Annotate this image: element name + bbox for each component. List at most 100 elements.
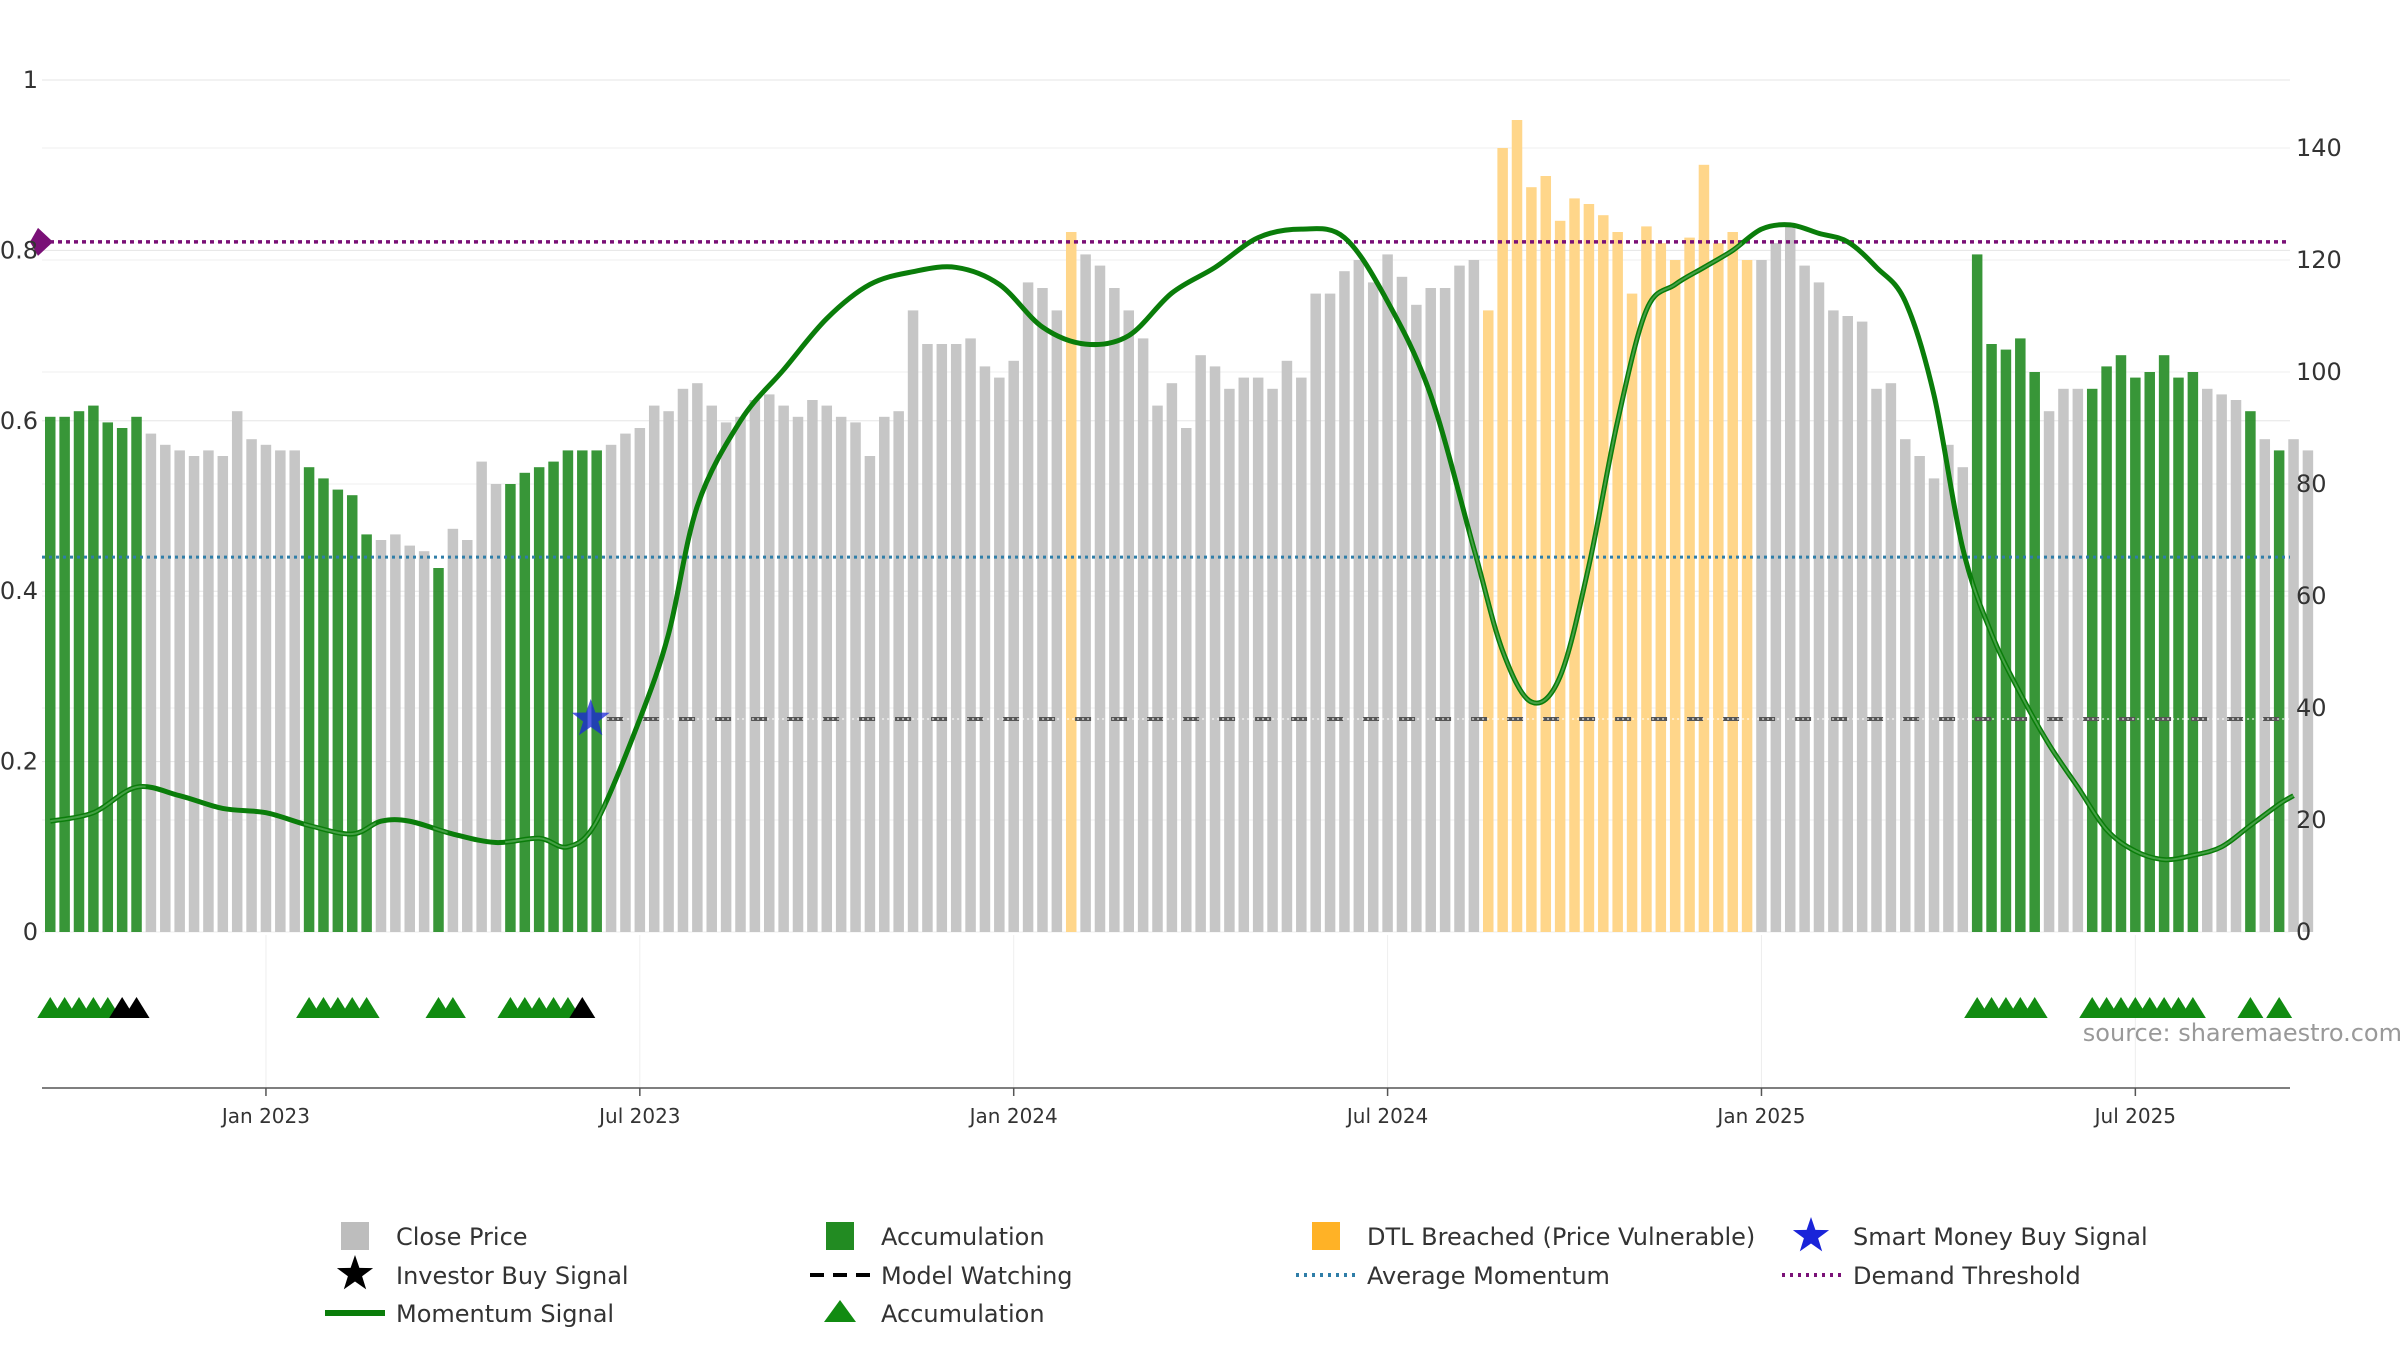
accumulation-bar <box>332 489 344 932</box>
legend-label: Demand Threshold <box>1853 1262 2081 1290</box>
close-price-bar <box>706 405 717 933</box>
legend-item-smart-money: Smart Money Buy Signal <box>1792 1217 2148 1252</box>
right-axis-tick-label: 0 <box>2296 918 2311 946</box>
close-price-bar <box>476 461 487 932</box>
close-price-bar <box>2288 439 2299 932</box>
close-price-bar <box>821 405 833 933</box>
dtl-breached-bar <box>1497 148 1508 932</box>
dtl-breached-bar <box>1655 243 1667 932</box>
axes: 0 0.2 0.4 0.6 0.8 1 0 20 40 60 80 100 120 140 Jan 2023… <box>0 66 2342 1128</box>
close-price-bar <box>260 444 272 932</box>
dtl-breached-bar <box>1483 310 1494 932</box>
accumulation-bar <box>318 478 329 932</box>
close-price-bar <box>1080 254 1091 932</box>
accumulation-bar <box>102 422 114 932</box>
close-price-bar <box>1928 478 1940 932</box>
close-price-bar <box>2072 388 2084 932</box>
accumulation-swatch <box>826 1222 854 1250</box>
dtl-breached-bar <box>1612 232 1623 932</box>
close-price-bar <box>1037 288 1048 932</box>
close-price-swatch <box>341 1222 369 1250</box>
close-price-bar <box>1051 310 1063 932</box>
dtl-breached-bar <box>1569 198 1580 932</box>
dtl-breached-bar <box>1741 260 1753 932</box>
close-price-bar <box>2216 394 2227 932</box>
legend-label: Model Watching <box>881 1262 1073 1290</box>
accumulation-bar <box>116 428 128 932</box>
dtl-breached-bar <box>1626 293 1638 933</box>
close-price-bar <box>289 450 300 932</box>
left-axis-tick-label: 0.6 <box>0 407 38 435</box>
close-price-bar <box>1957 467 1969 932</box>
accumulation-bar <box>562 450 574 932</box>
accumulation-triangle-icon <box>2237 997 2264 1018</box>
close-price-bar <box>1195 355 1206 932</box>
dtl-breached-bar <box>1540 176 1552 932</box>
x-axis-tick-label: Jul 2025 <box>2093 1104 2176 1128</box>
close-price-bar <box>1784 226 1796 932</box>
close-price-bar <box>390 534 401 932</box>
accumulation-bar <box>505 484 516 932</box>
right-axis-tick-label: 100 <box>2296 358 2342 386</box>
accumulation-bar <box>361 534 372 932</box>
close-price-bar <box>1842 316 1853 932</box>
close-price-bar <box>217 456 229 932</box>
close-price-bar <box>1439 288 1451 932</box>
accumulation-bar <box>519 472 531 932</box>
accumulation-bar <box>548 461 559 932</box>
close-price-bar <box>1425 288 1436 932</box>
green-triangle-icon <box>824 1300 856 1322</box>
accumulation-bar <box>533 467 545 932</box>
close-price-bar <box>965 338 976 932</box>
grid-layer <box>42 79 2290 1088</box>
accumulation-bar <box>2130 377 2141 933</box>
close-price-bar <box>404 545 415 932</box>
accumulation-bar <box>2144 372 2155 932</box>
close-price-bar <box>1770 243 1782 932</box>
signal-lines <box>30 227 2290 721</box>
legend-item-average-momentum: Average Momentum <box>1296 1262 1610 1290</box>
close-price-bar <box>1411 304 1422 932</box>
close-price-bar <box>749 400 761 932</box>
accumulation-bar <box>577 450 588 932</box>
close-price-bar <box>735 416 746 932</box>
smart-money-star-icon <box>571 699 610 736</box>
signal-markers <box>37 699 2293 1018</box>
legend-item-accumulation: Accumulation <box>826 1222 1045 1251</box>
dtl-breached-bar <box>1598 215 1609 932</box>
legend-label: Investor Buy Signal <box>396 1262 629 1290</box>
close-price-bar <box>174 450 185 932</box>
accumulation-triangle-icon <box>353 997 380 1018</box>
legend-label: Accumulation <box>881 1300 1045 1328</box>
price-bars <box>45 120 2314 933</box>
close-price-bar <box>231 411 243 932</box>
demand-threshold-diamond-icon <box>30 227 53 256</box>
close-price-bar <box>1008 360 1019 932</box>
dtl-breached-bar <box>1554 220 1566 933</box>
left-axis-tick-label: 1 <box>23 66 38 94</box>
close-price-bar <box>807 400 818 932</box>
accumulation-bar <box>2101 366 2112 932</box>
close-price-bar <box>1871 388 1882 932</box>
left-axis-tick-label: 0.4 <box>0 577 38 605</box>
close-price-bar <box>1137 338 1149 932</box>
close-price-bar <box>1252 377 1264 933</box>
close-price-bar <box>145 433 157 932</box>
close-price-bar <box>1943 444 1954 932</box>
dtl-breached-bar <box>1698 164 1710 933</box>
close-price-bar <box>1181 428 1192 932</box>
accumulation-bar <box>433 568 444 932</box>
dtl-breached-bar <box>1684 237 1695 933</box>
accumulation-bar <box>2245 411 2256 932</box>
close-price-bar <box>1813 282 1825 932</box>
blue-star-icon <box>1792 1217 1830 1252</box>
left-axis-tick-label: 0 <box>23 918 38 946</box>
close-price-bar <box>864 456 876 932</box>
legend-label: Accumulation <box>881 1223 1045 1251</box>
close-price-bar <box>907 310 919 932</box>
accumulation-triangle-icon <box>2021 997 2048 1018</box>
accumulation-bar <box>2173 377 2184 933</box>
close-price-bar <box>778 405 789 933</box>
close-price-bar <box>1224 388 1235 932</box>
